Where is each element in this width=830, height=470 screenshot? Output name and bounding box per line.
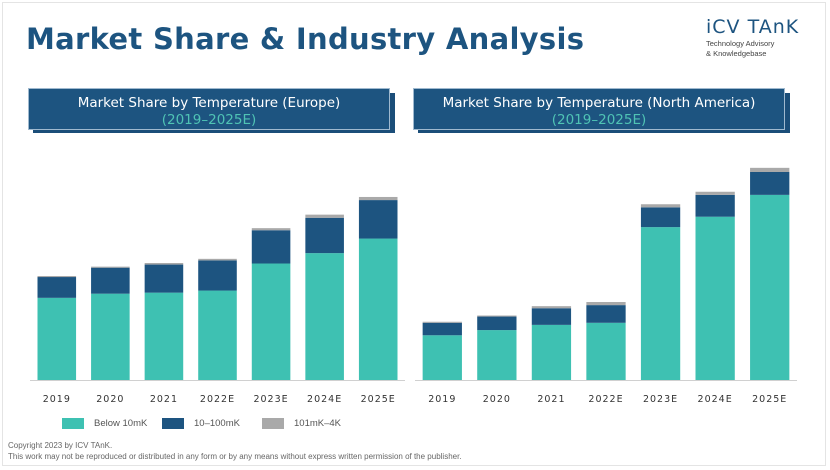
europe-tick-label: 2025E (361, 394, 396, 405)
legend-label: 101mK–4K (294, 418, 342, 430)
na-chart-title: Market Share by Temperature (North Ameri… (442, 95, 756, 111)
na-tick-label: 2020 (483, 394, 511, 405)
na-bar-2019-seg-2 (422, 321, 462, 323)
europe-chart-subtitle: (2019–2025E) (161, 112, 257, 128)
europe-tick-label: 2020 (96, 394, 124, 405)
europe-bar-2025E-seg-2 (358, 196, 398, 201)
na-bar-2024E-seg-2 (695, 191, 735, 195)
na-bar-2019-seg-1 (422, 322, 462, 336)
europe-bar-2019-seg-2 (37, 276, 77, 278)
na-bar-2023E-seg-0 (640, 227, 681, 380)
europe-tick-label: 2023E (253, 394, 288, 405)
europe-bar-2024E-seg-2 (305, 214, 344, 218)
europe-bar-2023E-seg-1 (251, 230, 291, 264)
na-bar-2020-seg-2 (477, 315, 517, 317)
na-bar-2022E-seg-1 (586, 305, 626, 323)
europe-bar-2021-seg-0 (144, 292, 184, 380)
na-bar-2022E-seg-2 (586, 302, 626, 306)
na-bar-2022E-seg-0 (586, 322, 626, 380)
legend-swatch-101mk-4k (262, 418, 284, 429)
legend-swatch-below-10mk (62, 418, 84, 429)
copyright-text: Copyright 2023 by ICV TAnK. (8, 441, 113, 450)
europe-bar-2021-seg-1 (144, 264, 184, 293)
europe-chart-title: Market Share by Temperature (Europe) (77, 95, 341, 111)
europe-bar-2025E-seg-0 (358, 238, 398, 380)
na-bar-2020-seg-0 (477, 330, 517, 380)
na-tick-label: 2023E (643, 394, 678, 405)
europe-tick-label: 2021 (150, 394, 178, 405)
na-bar-2025E-seg-0 (750, 194, 790, 380)
na-chart-subtitle: (2019–2025E) (551, 112, 647, 128)
europe-bar-2019-seg-0 (37, 297, 77, 380)
europe-chart-banner: Market Share by Temperature (Europe) (20… (28, 88, 390, 130)
na-tick-label: 2021 (537, 394, 565, 405)
europe-tick-label: 2024E (307, 394, 342, 405)
na-tick-label: 2019 (428, 394, 456, 405)
na-tick-label: 2022E (588, 394, 623, 405)
legend-swatch-10-100mk (162, 418, 184, 429)
na-bar-2024E-seg-0 (695, 216, 735, 380)
europe-bar-2019-seg-1 (37, 277, 77, 298)
legend-item-101mk-4k: 101mK–4K (262, 418, 341, 429)
legend-item-10-100mk: 10–100mK (162, 418, 240, 429)
na-bar-2025E-seg-2 (750, 167, 790, 172)
logo-wordmark: iCV TAnK (706, 16, 800, 38)
europe-tick-label: 2019 (43, 394, 71, 405)
logo-tagline-2: & Knowledgebase (706, 49, 767, 58)
na-bar-2023E-seg-2 (640, 204, 681, 208)
europe-bar-2020-seg-1 (91, 267, 130, 294)
legend-label: Below 10mK (94, 418, 148, 430)
europe-bar-2020-seg-2 (91, 266, 130, 268)
page-title: Market Share & Industry Analysis (26, 22, 585, 56)
na-bar-2019-seg-0 (422, 335, 462, 380)
na-bar-2023E-seg-1 (640, 207, 681, 228)
na-bar-2021-seg-0 (531, 324, 572, 380)
europe-bar-2022E-seg-0 (198, 290, 237, 380)
copyright-notice: This work may not be reproduced or distr… (8, 452, 462, 461)
europe-bar-2025E-seg-1 (358, 200, 398, 239)
brand-logo: iCV TAnK Technology Advisory & Knowledge… (706, 16, 799, 58)
europe-bar-2023E-seg-2 (251, 228, 291, 231)
na-bar-2021-seg-2 (531, 306, 572, 309)
na-bar-2025E-seg-1 (750, 172, 790, 195)
europe-tick-label: 2022E (200, 394, 235, 405)
europe-bar-2024E-seg-0 (305, 253, 344, 380)
na-tick-label: 2024E (698, 394, 733, 405)
legend-label: 10–100mK (194, 418, 240, 430)
logo-tagline-1: Technology Advisory (706, 39, 775, 48)
na-chart-banner: Market Share by Temperature (North Ameri… (413, 88, 785, 130)
na-bar-2020-seg-1 (477, 316, 517, 331)
europe-bar-2023E-seg-0 (251, 263, 291, 380)
legend-item-below-10mk: Below 10mK (62, 418, 147, 429)
na-bar-2021-seg-1 (531, 308, 572, 325)
na-bar-2024E-seg-1 (695, 194, 735, 217)
europe-bar-2024E-seg-1 (305, 217, 344, 254)
na-tick-label: 2025E (752, 394, 787, 405)
europe-bar-2022E-seg-1 (198, 260, 237, 291)
europe-bar-2022E-seg-2 (198, 258, 237, 261)
europe-bar-2020-seg-0 (91, 293, 130, 380)
europe-bar-2021-seg-2 (144, 263, 184, 265)
